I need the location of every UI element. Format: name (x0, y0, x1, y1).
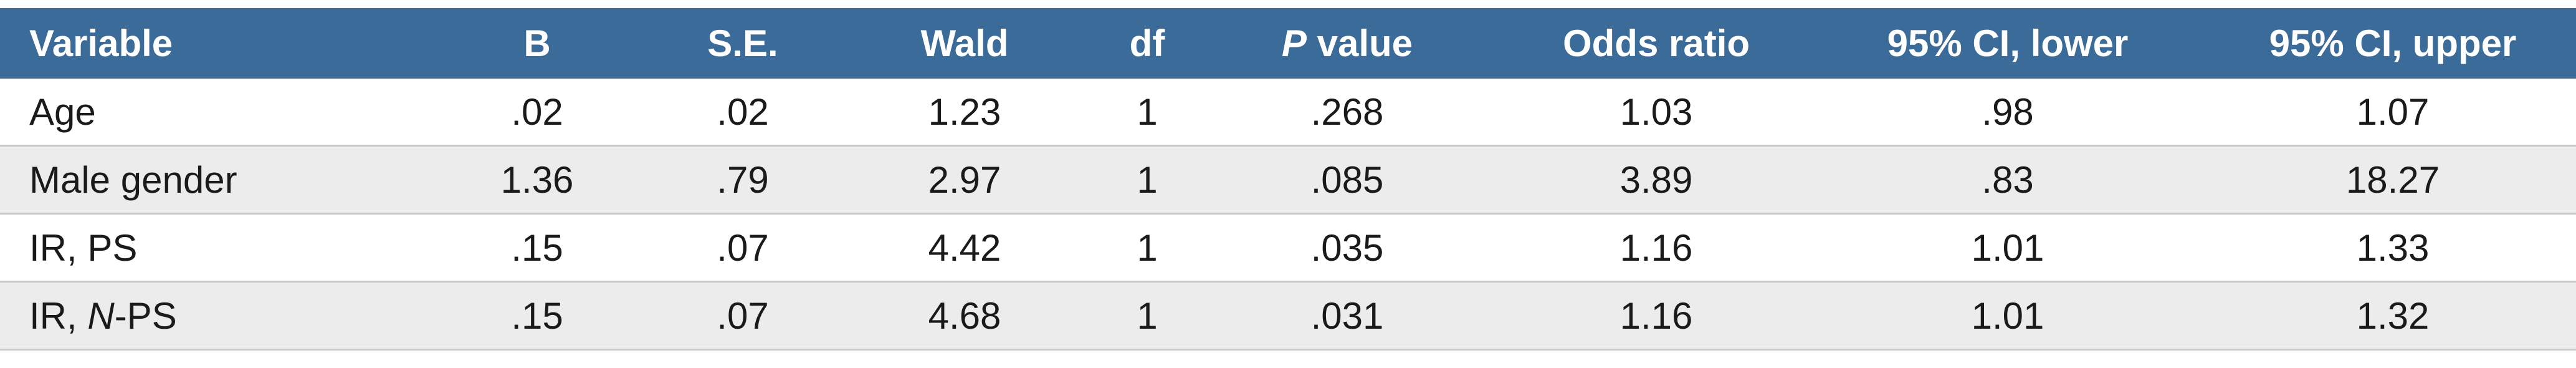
table-cell: 3.89 (1507, 145, 1806, 215)
table-cell: IR, N-PS (0, 281, 411, 351)
table-row: Age .02.02 1.23 1.268 1.03.98 1.07 (0, 79, 2576, 147)
table-cell: 1.07 (2210, 79, 2576, 147)
table-cell: .031 (1188, 281, 1507, 351)
table-row: IR, N-PS .15.07 4.68 1.031 1.16 1.01 1.32 (0, 281, 2576, 351)
table-cell: 1 (1107, 281, 1188, 351)
table-cell: .035 (1188, 213, 1507, 283)
table-cell: 1.23 (823, 79, 1107, 147)
table-cell: .02 (663, 79, 823, 147)
table-cell: 4.42 (823, 213, 1107, 283)
table-cell: 1 (1107, 145, 1188, 215)
table-cell: 1.01 (1806, 281, 2210, 351)
table-cell: .268 (1188, 79, 1507, 147)
text-part: P (1281, 22, 1307, 64)
results-table: Variable B S.E. Wald df P value Odds ratio 95% … (0, 8, 2576, 351)
table-cell: IR, PS (0, 213, 411, 283)
table-cell: .15 (411, 213, 663, 283)
table-cell: .02 (411, 79, 663, 147)
header-cell: Wald (823, 8, 1107, 79)
table-cell: 1.33 (2210, 213, 2576, 283)
table-body: Age .02.02 1.23 1.268 1.03.98 1.07 Male gender… (0, 79, 2576, 351)
header-cell: 95% CI, lower (1806, 8, 2210, 79)
header-cell: P value (1188, 8, 1507, 79)
table-cell: 1 (1107, 213, 1188, 283)
text-part: value (1306, 22, 1413, 64)
header-cell: B (411, 8, 663, 79)
table-cell: Age (0, 79, 411, 147)
table-row: IR, PS .15.07 4.42 1.035 1.16 1.01 1.33 (0, 213, 2576, 283)
table-cell: 1 (1107, 79, 1188, 147)
table-cell: .15 (411, 281, 663, 351)
table-cell: 1.32 (2210, 281, 2576, 351)
text-part: N (87, 294, 115, 337)
table-cell: .98 (1806, 79, 2210, 147)
table-cell: 1.03 (1507, 79, 1806, 147)
table-cell: 1.16 (1507, 213, 1806, 283)
header-cell: S.E. (663, 8, 823, 79)
header-cell: df (1107, 8, 1188, 79)
table-cell: .83 (1806, 145, 2210, 215)
table-cell: 18.27 (2210, 145, 2576, 215)
table-cell: 1.36 (411, 145, 663, 215)
table-cell: 1.16 (1507, 281, 1806, 351)
text-part: -PS (114, 294, 177, 337)
text-part: IR, (29, 294, 88, 337)
table-cell: .07 (663, 213, 823, 283)
header-cell: 95% CI, upper (2210, 8, 2576, 79)
table-cell: .085 (1188, 145, 1507, 215)
table-cell: 1.01 (1806, 213, 2210, 283)
header-cell: Odds ratio (1507, 8, 1806, 79)
table-cell: 4.68 (823, 281, 1107, 351)
table-cell: 2.97 (823, 145, 1107, 215)
table-cell: .07 (663, 281, 823, 351)
header-row: Variable B S.E. Wald df P value Odds ratio 95% … (0, 8, 2576, 79)
table-row: Male gender 1.36.79 2.97 1.085 3.89.83 18.27 (0, 145, 2576, 215)
table-cell: Male gender (0, 145, 411, 215)
header-cell: Variable (0, 8, 411, 79)
table-cell: .79 (663, 145, 823, 215)
